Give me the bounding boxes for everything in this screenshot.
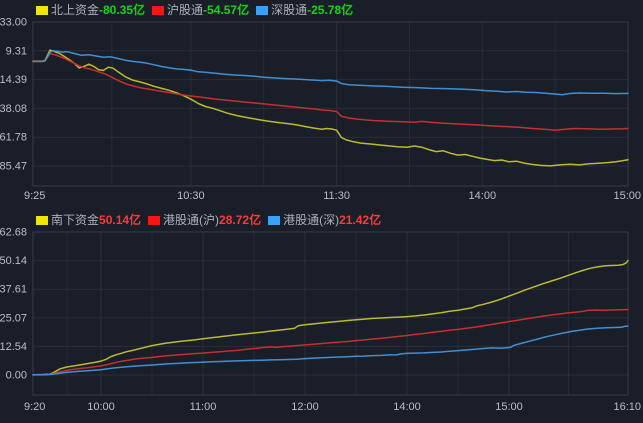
- y-tick-label: -85.47: [0, 161, 27, 173]
- x-tick-label: 14:00: [393, 401, 421, 413]
- northbound-panel: 北上资金 -80.35亿 沪股通 -54.57亿 深股通 -25.78亿 33.…: [0, 0, 643, 210]
- northbound-legend: 北上资金 -80.35亿 沪股通 -54.57亿 深股通 -25.78亿: [36, 3, 353, 17]
- blue-swatch-icon: [268, 215, 281, 225]
- yellow-swatch-icon: [36, 215, 48, 225]
- y-tick-label: -38.08: [0, 103, 27, 115]
- legend-item-ganggutong-hu: 港股通(沪) 28.72亿: [148, 213, 261, 227]
- blue-swatch-icon: [256, 5, 269, 15]
- y-tick-label: 9.31: [6, 45, 27, 57]
- series-lines: [32, 49, 629, 167]
- series-line: [32, 49, 629, 167]
- legend-label: 沪股通: [167, 3, 204, 17]
- southbound-panel: 南下资金 50.14亿 港股通(沪) 28.72亿 港股通(深) 21.42亿 …: [0, 210, 643, 423]
- series-line: [32, 52, 629, 131]
- southbound-chart[interactable]: 62.68 50.14 37.61 25.07 12.54 0.00 9:20 10:00 11…: [0, 210, 643, 423]
- red-swatch-icon: [148, 215, 161, 225]
- series-line: [32, 259, 629, 376]
- y-tick-label: 25.07: [0, 312, 27, 324]
- y-tick-label: 33.00: [0, 17, 27, 29]
- legend-item-nanxia: 南下资金 50.14亿: [36, 213, 141, 227]
- x-tick-label: 9:20: [24, 401, 45, 413]
- northbound-chart[interactable]: 33.00 9.31 -14.39 -38.08 -61.78 -85.47 9:25 10:…: [0, 0, 643, 210]
- x-tick-label: 16:10: [613, 401, 641, 413]
- series-line: [32, 308, 629, 376]
- legend-value: 21.42亿: [339, 213, 382, 227]
- y-tick-label: -61.78: [0, 132, 27, 144]
- y-tick-label: -14.39: [0, 74, 27, 86]
- x-tick-label: 12:00: [291, 401, 319, 413]
- yellow-swatch-icon: [36, 5, 48, 15]
- x-tick-label: 10:00: [87, 401, 115, 413]
- gridlines: 62.68 50.14 37.61 25.07 12.54 0.00 9:20 10:00 11…: [0, 227, 641, 414]
- x-tick-label: 11:00: [190, 401, 217, 413]
- y-tick-label: 62.68: [0, 227, 27, 239]
- x-tick-label: 15:00: [613, 190, 641, 202]
- series-line: [32, 325, 629, 376]
- x-tick-label: 14:00: [469, 190, 497, 202]
- southbound-legend: 南下资金 50.14亿 港股通(沪) 28.72亿 港股通(深) 21.42亿: [36, 213, 381, 227]
- x-tick-label: 15:00: [495, 401, 523, 413]
- series-lines: [32, 259, 629, 376]
- y-tick-label: 37.61: [0, 284, 27, 296]
- y-tick-label: 12.54: [0, 341, 27, 353]
- y-tick-label: 0.00: [6, 370, 27, 382]
- legend-value: -25.78亿: [307, 3, 354, 17]
- x-tick-label: 11:30: [323, 190, 350, 202]
- legend-item-ganggutong-shen: 港股通(深) 21.42亿: [268, 213, 381, 227]
- plot-border: [32, 21, 629, 187]
- legend-label: 深股通: [271, 3, 308, 17]
- legend-value: -80.35亿: [99, 3, 146, 17]
- x-tick-label: 9:25: [24, 190, 45, 202]
- legend-label: 南下资金: [51, 213, 100, 227]
- x-tick-label: 10:30: [177, 190, 205, 202]
- legend-label: 港股通(沪): [163, 213, 220, 227]
- legend-value: -54.57亿: [203, 3, 250, 17]
- y-tick-label: 50.14: [0, 255, 27, 267]
- legend-item-hugutong: 沪股通 -54.57亿: [152, 3, 249, 17]
- series-line: [32, 50, 629, 96]
- legend-label: 港股通(深): [283, 213, 340, 227]
- legend-value: 50.14亿: [99, 213, 142, 227]
- legend-item-beishang: 北上资金 -80.35亿: [36, 3, 145, 17]
- legend-label: 北上资金: [51, 3, 100, 17]
- plot-border: [32, 231, 629, 396]
- legend-value: 28.72亿: [219, 213, 262, 227]
- legend-item-shengutong: 深股通 -25.78亿: [256, 3, 353, 17]
- red-swatch-icon: [152, 5, 165, 15]
